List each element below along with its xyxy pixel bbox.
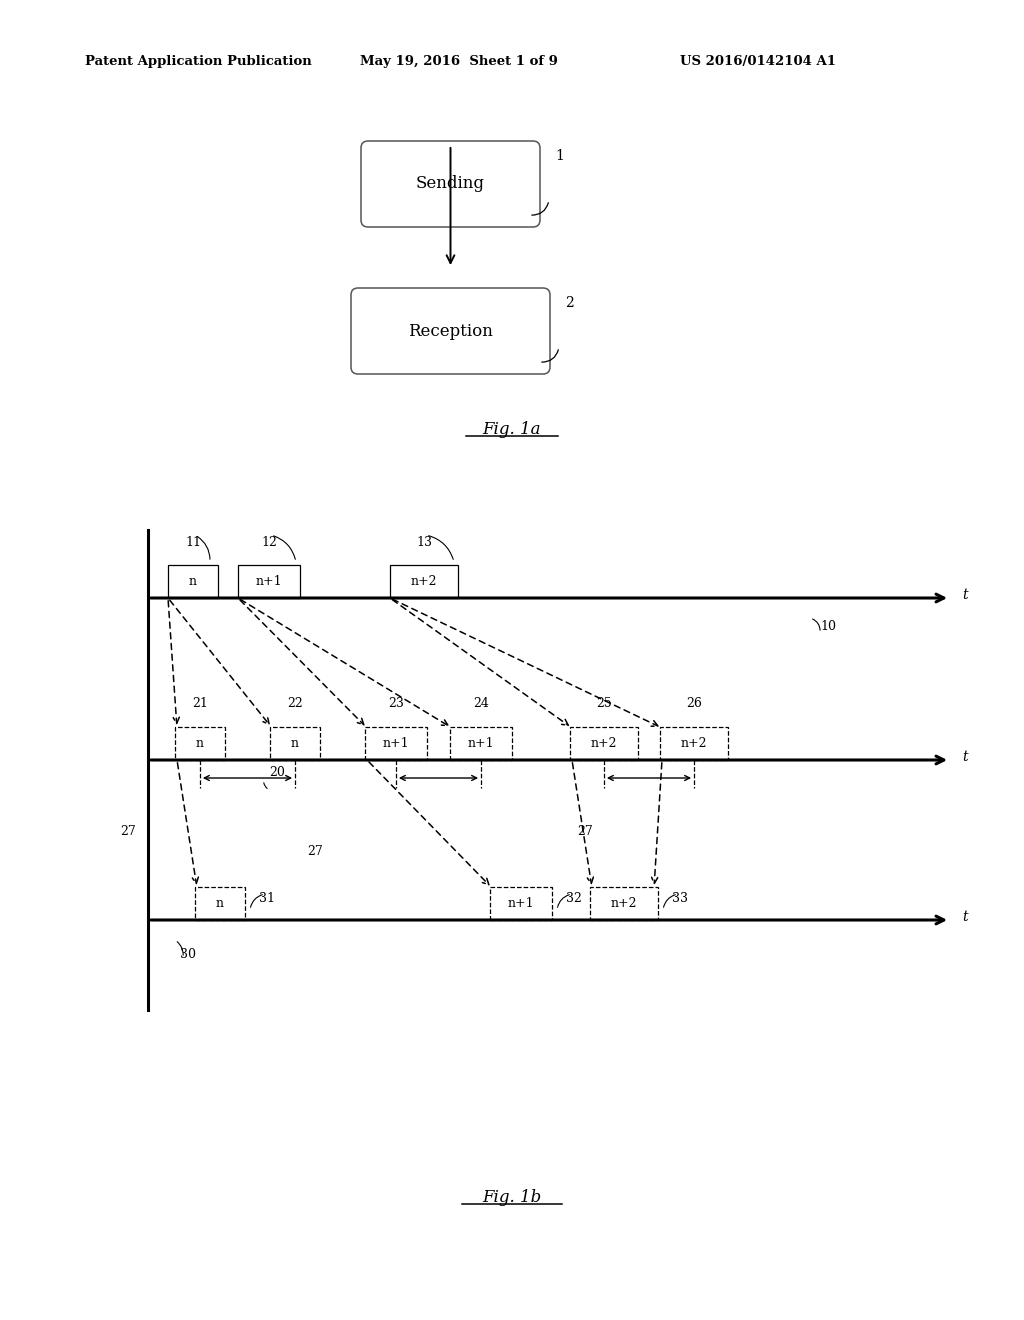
Text: t: t: [962, 587, 968, 602]
Bar: [450, 727, 512, 760]
Text: 20: 20: [269, 766, 286, 779]
Bar: [590, 887, 658, 920]
Bar: [570, 727, 638, 760]
Text: Patent Application Publication: Patent Application Publication: [85, 55, 311, 69]
Text: n+2: n+2: [610, 898, 637, 909]
Text: Fig. 1b: Fig. 1b: [482, 1189, 542, 1206]
Text: 33: 33: [672, 892, 688, 906]
Text: Sending: Sending: [416, 176, 485, 193]
Text: 21: 21: [193, 697, 208, 710]
Text: n: n: [189, 576, 197, 587]
Text: 13: 13: [416, 536, 432, 549]
Bar: [390, 565, 458, 598]
Text: US 2016/0142104 A1: US 2016/0142104 A1: [680, 55, 836, 69]
Text: n+1: n+1: [508, 898, 535, 909]
Text: 27: 27: [307, 845, 323, 858]
Text: n+1: n+1: [383, 737, 410, 750]
Text: 1: 1: [555, 149, 564, 162]
Text: 32: 32: [566, 892, 582, 906]
Bar: [238, 565, 300, 598]
Text: n: n: [216, 898, 224, 909]
Text: n: n: [291, 737, 299, 750]
Text: May 19, 2016  Sheet 1 of 9: May 19, 2016 Sheet 1 of 9: [360, 55, 558, 69]
Text: 27: 27: [120, 825, 136, 838]
Text: 31: 31: [259, 892, 275, 906]
Text: 26: 26: [686, 697, 701, 710]
Bar: [168, 565, 218, 598]
Text: n+1: n+1: [468, 737, 495, 750]
Text: Reception: Reception: [408, 322, 493, 339]
Bar: [660, 727, 728, 760]
Text: 12: 12: [261, 536, 276, 549]
Text: n+2: n+2: [681, 737, 708, 750]
Text: n+1: n+1: [256, 576, 283, 587]
Text: t: t: [962, 750, 968, 764]
Text: 23: 23: [388, 697, 403, 710]
Text: 10: 10: [820, 620, 836, 634]
Text: 24: 24: [473, 697, 488, 710]
Bar: [195, 887, 245, 920]
Bar: [490, 887, 552, 920]
Text: t: t: [962, 909, 968, 924]
Text: 25: 25: [596, 697, 612, 710]
Text: 2: 2: [565, 296, 573, 310]
Text: n: n: [196, 737, 204, 750]
Bar: [175, 727, 225, 760]
Text: 30: 30: [180, 948, 196, 961]
FancyBboxPatch shape: [351, 288, 550, 374]
Text: 11: 11: [185, 536, 201, 549]
FancyBboxPatch shape: [361, 141, 540, 227]
Text: Fig. 1a: Fig. 1a: [482, 421, 542, 438]
Text: 27: 27: [578, 825, 593, 838]
Bar: [365, 727, 427, 760]
Bar: [270, 727, 319, 760]
Text: n+2: n+2: [591, 737, 617, 750]
Text: n+2: n+2: [411, 576, 437, 587]
Text: 22: 22: [287, 697, 303, 710]
